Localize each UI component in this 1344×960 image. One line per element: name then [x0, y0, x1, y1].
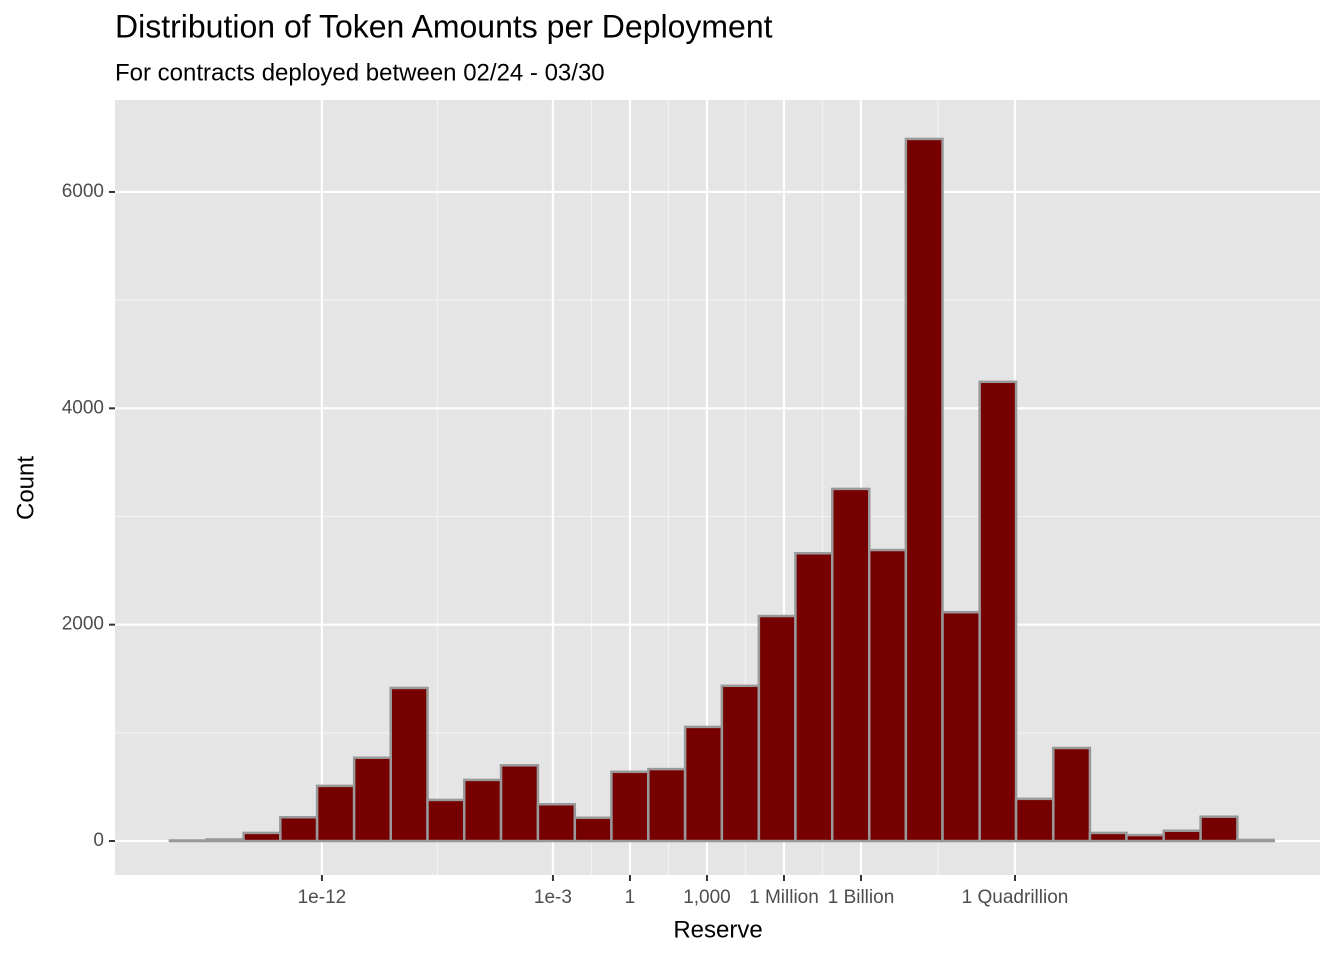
y-tick-label: 4000	[62, 397, 104, 418]
bar	[720, 684, 761, 843]
bar	[683, 725, 724, 843]
bar	[831, 487, 871, 843]
x-tick-label: 1	[625, 887, 636, 908]
chart-title: Distribution of Token Amounts per Deploy…	[115, 8, 773, 44]
bar	[610, 770, 650, 843]
x-tick-label: 1 Million	[749, 887, 819, 908]
bar	[904, 137, 944, 843]
bar	[794, 552, 834, 843]
bar	[315, 784, 356, 843]
bar	[426, 798, 466, 843]
bar	[536, 803, 577, 843]
bar	[352, 756, 392, 843]
bar	[1199, 815, 1239, 843]
y-tick-label: 6000	[62, 181, 104, 202]
y-tick-label: 2000	[62, 614, 104, 635]
x-tick-label: 1 Billion	[828, 887, 895, 908]
bar	[1014, 797, 1055, 843]
bar	[242, 831, 282, 843]
y-axis-title: Count	[12, 456, 39, 520]
x-tick-label: 1 Quadrillion	[962, 887, 1069, 908]
bar	[205, 838, 245, 843]
bar	[573, 816, 613, 843]
bar	[1162, 829, 1202, 843]
bar	[1125, 833, 1165, 843]
y-tick-label: 0	[93, 830, 104, 851]
x-tick-label: 1e-12	[298, 887, 347, 908]
bar	[389, 686, 429, 843]
bar	[647, 767, 687, 843]
x-axis-title: Reserve	[673, 916, 762, 943]
x-tick-label: 1e-3	[534, 887, 572, 908]
bar	[978, 380, 1018, 843]
x-tick-label: 1,000	[683, 887, 731, 908]
chart-subtitle: For contracts deployed between 02/24 - 0…	[115, 59, 605, 86]
bar	[462, 778, 503, 843]
bar	[757, 614, 797, 843]
bar	[1088, 831, 1128, 843]
bar	[168, 839, 208, 843]
bar	[868, 548, 908, 843]
bar	[1052, 746, 1092, 843]
bar	[1236, 838, 1276, 843]
bar	[499, 764, 540, 843]
bar	[941, 610, 981, 843]
bar	[279, 815, 319, 843]
